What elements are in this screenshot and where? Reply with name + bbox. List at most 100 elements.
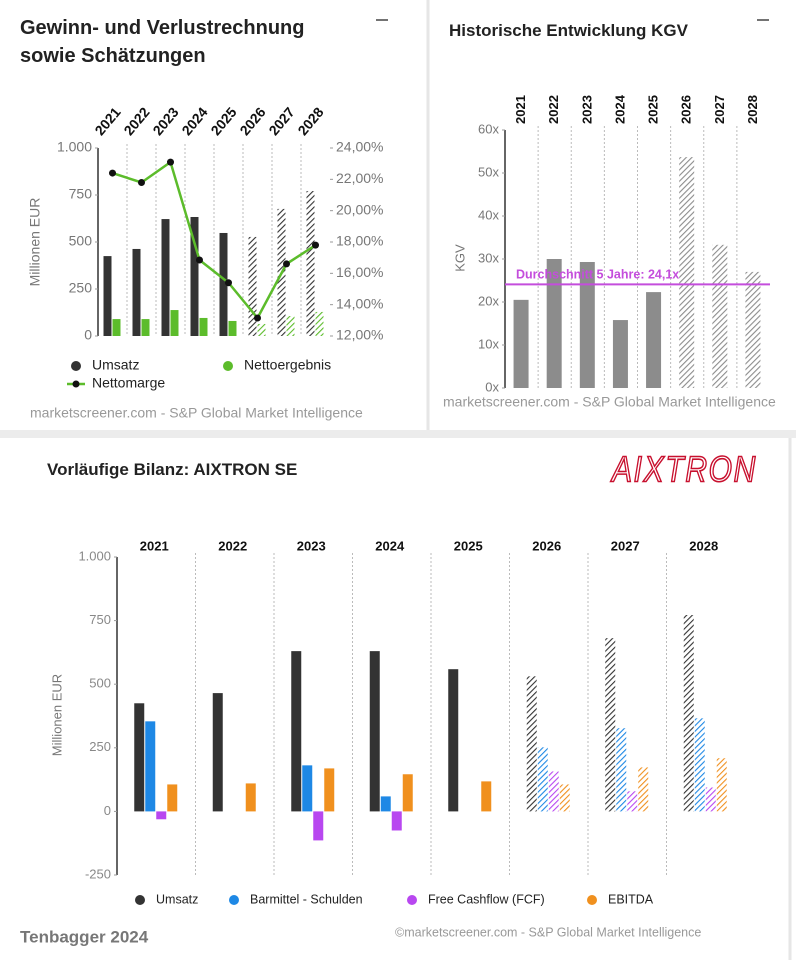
bar (324, 768, 335, 812)
bar (145, 721, 156, 812)
x-tick-label: 2026 (532, 538, 561, 553)
source: marketscreener.com - S&P Global Market I… (443, 394, 776, 410)
x-tick-label: 2021 (91, 104, 123, 138)
y2-tick-label: 12,00% (336, 327, 383, 343)
source: marketscreener.com - S&P Global Market I… (30, 405, 363, 421)
x-tick-label: 2024 (375, 538, 405, 553)
line-point (312, 241, 319, 249)
bar (141, 319, 150, 336)
legend-marker (71, 361, 81, 371)
y-tick-label: 750 (89, 612, 111, 627)
bar (638, 767, 649, 812)
bar (369, 651, 380, 812)
line-point (138, 178, 145, 186)
y-axis-title: Millionen EUR (49, 674, 64, 756)
y2-tick-label: 24,00% (336, 139, 383, 155)
source: ©marketscreener.com - S&P Global Market … (395, 925, 701, 939)
y2-tick-label: 20,00% (336, 201, 383, 217)
y2-tick-label: 14,00% (336, 295, 383, 311)
x-tick-label: 2022 (120, 104, 152, 138)
legend-label: Free Cashflow (FCF) (428, 892, 545, 906)
chart-title: Gewinn- und Verlustrechnung sowie Schätz… (20, 17, 305, 67)
bar (103, 256, 112, 336)
bar (579, 262, 595, 388)
logo: AIXTRON (610, 449, 757, 490)
bar (302, 765, 313, 812)
bar (170, 310, 179, 336)
average-label: Durchschnitt 5 Jahre: 24,1x (516, 268, 679, 282)
bar (257, 323, 266, 336)
footer: Tenbagger 2024 (20, 927, 149, 946)
bar (402, 774, 413, 812)
x-tick-label: 2023 (579, 95, 594, 124)
x-tick-label: 2027 (712, 95, 727, 124)
y2-tick-label: 22,00% (336, 170, 383, 186)
y-tick-label: 40x (478, 207, 499, 222)
bar (646, 292, 662, 388)
bar (548, 771, 559, 812)
bar (219, 232, 228, 336)
y-tick-label: -250 (85, 866, 111, 881)
x-tick-label: 2025 (646, 95, 661, 124)
bar (537, 747, 548, 812)
y-tick-label: 10x (478, 336, 499, 351)
legend-marker (587, 895, 597, 905)
bar (683, 615, 694, 812)
legend-marker (229, 895, 239, 905)
legend-label: Nettomarge (92, 375, 165, 391)
line-point (167, 158, 174, 166)
bar (156, 811, 167, 820)
legend-label: Barmittel - Schulden (250, 892, 363, 906)
bar (245, 783, 256, 812)
y-tick-label: 250 (89, 739, 111, 754)
bar (745, 271, 761, 388)
x-tick-label: 2024 (612, 94, 627, 124)
chart-title: Vorläufige Bilanz: AIXTRON SE (47, 460, 298, 479)
bar (694, 718, 705, 812)
x-tick-label: 2028 (689, 538, 718, 553)
x-tick-label: 2027 (611, 538, 640, 553)
legend-label: Umsatz (156, 892, 198, 906)
y-tick-label: 750 (69, 186, 93, 202)
bar (291, 651, 302, 812)
legend-marker (135, 895, 145, 905)
bar (712, 244, 728, 388)
x-tick-label: 2023 (297, 538, 326, 553)
bar (112, 319, 121, 336)
bar (212, 693, 223, 812)
y-axis-title: Millionen EUR (27, 198, 43, 287)
y-tick-label: 500 (69, 233, 93, 249)
bar (546, 259, 562, 388)
bar (716, 758, 727, 812)
legend-marker (72, 380, 80, 388)
bar (605, 638, 616, 812)
x-tick-label: 2026 (679, 95, 694, 124)
x-tick-label: 2028 (294, 104, 326, 138)
y-tick-label: 500 (89, 676, 111, 691)
bar (228, 320, 237, 336)
bar (313, 811, 324, 841)
line-point (109, 169, 116, 177)
panel-divider (0, 430, 796, 438)
bar (167, 784, 178, 812)
x-tick-label: 2025 (207, 104, 239, 138)
x-tick-label: 2021 (140, 538, 169, 553)
bar (616, 728, 627, 812)
y-axis-title: KGV (452, 244, 467, 272)
x-tick-label: 2022 (546, 95, 561, 124)
bar (315, 311, 324, 336)
legend-label: Nettoergebnis (244, 357, 331, 373)
y2-tick-label: 16,00% (336, 264, 383, 280)
y-tick-label: 60x (478, 121, 499, 136)
bar (705, 787, 716, 812)
bar (380, 796, 391, 812)
line-point (283, 260, 290, 268)
bar (134, 703, 145, 812)
y-tick-label: 0x (485, 379, 499, 394)
chart-title: Historische Entwicklung KGV (449, 21, 688, 40)
line (112, 160, 317, 321)
bar (627, 791, 638, 812)
bar (513, 299, 529, 388)
y2-tick-label: 18,00% (336, 233, 383, 249)
